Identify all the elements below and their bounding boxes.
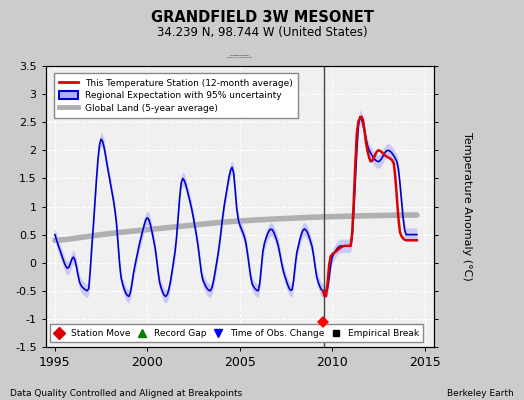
- Text: GRANDFIELD 3W MESONET: GRANDFIELD 3W MESONET: [150, 10, 374, 25]
- Text: 34.239 N, 98.744 W (United States): 34.239 N, 98.744 W (United States): [157, 26, 367, 39]
- Text: Data Quality Controlled and Aligned at Breakpoints: Data Quality Controlled and Aligned at B…: [10, 389, 243, 398]
- Y-axis label: Temperature Anomaly (°C): Temperature Anomaly (°C): [462, 132, 472, 281]
- Legend: Station Move, Record Gap, Time of Obs. Change, Empirical Break: Station Move, Record Gap, Time of Obs. C…: [50, 324, 423, 342]
- Text: Berkeley Earth: Berkeley Earth: [447, 389, 514, 398]
- Title: GRANDFIELD 3W MESONET
34.239 N, 98.744 W (United States): GRANDFIELD 3W MESONET 34.239 N, 98.744 W…: [227, 55, 252, 58]
